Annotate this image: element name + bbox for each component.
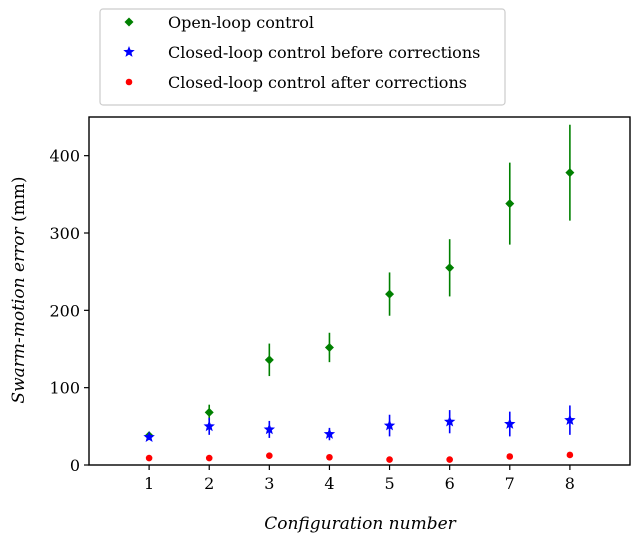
data-point	[205, 454, 213, 462]
data-point	[145, 454, 153, 462]
data-point	[385, 289, 395, 299]
legend-entry-closed-after: Closed-loop control after corrections	[168, 73, 467, 92]
data-point	[264, 355, 274, 365]
y-axis-label: Swarm-motion error (mm)	[9, 176, 29, 403]
data-point	[203, 420, 215, 432]
data-point	[565, 168, 575, 178]
y-tick-label: 0	[70, 456, 80, 475]
legend-marker-1	[124, 17, 134, 27]
legend: Open-loop control Closed-loop control be…	[99, 8, 506, 106]
x-tick-label: 1	[144, 474, 154, 493]
data-point	[506, 453, 514, 460]
y-tick-label: 100	[49, 379, 80, 398]
data-point	[505, 199, 515, 209]
data-point	[263, 423, 276, 435]
x-tick-label: 4	[324, 474, 334, 493]
plot-area	[143, 124, 576, 463]
data-point	[443, 415, 456, 427]
data-point	[323, 428, 336, 439]
y-tick-label: 200	[49, 301, 80, 320]
data-point	[504, 418, 516, 429]
x-tick-label: 5	[384, 474, 394, 493]
data-point	[386, 456, 393, 463]
data-point	[326, 453, 333, 461]
data-point	[324, 342, 334, 352]
y-tick-label: 400	[49, 147, 80, 166]
legend-marker-2	[123, 46, 135, 57]
data-point	[266, 452, 273, 460]
data-point	[566, 451, 574, 459]
y-axis-label-italic: Swarm-motion error	[9, 226, 29, 403]
data-point	[564, 414, 576, 425]
x-tick-label: 7	[505, 474, 515, 493]
x-tick-label: 8	[565, 474, 575, 493]
data-point	[204, 407, 214, 417]
legend-frame	[99, 8, 506, 106]
legend-entry-closed-before: Closed-loop control before corrections	[168, 43, 480, 62]
y-axis-label-unit: (mm)	[9, 176, 29, 227]
x-tick-label: 2	[204, 474, 214, 493]
legend-marker-3	[125, 78, 133, 86]
plot-frame	[88, 116, 631, 466]
x-tick-label: 3	[264, 474, 274, 493]
data-point	[383, 419, 396, 431]
x-tick-label: 6	[445, 474, 455, 493]
data-point	[445, 263, 455, 273]
data-point	[143, 431, 155, 443]
data-point	[446, 456, 453, 463]
legend-markers	[123, 17, 135, 86]
legend-entry-open-loop: Open-loop control	[168, 13, 314, 32]
axes: 1 2 3 4 5 6 7 8 0 100 200 300 400	[49, 116, 631, 493]
x-axis-label: Configuration number	[264, 514, 456, 533]
y-tick-label: 300	[49, 224, 80, 243]
